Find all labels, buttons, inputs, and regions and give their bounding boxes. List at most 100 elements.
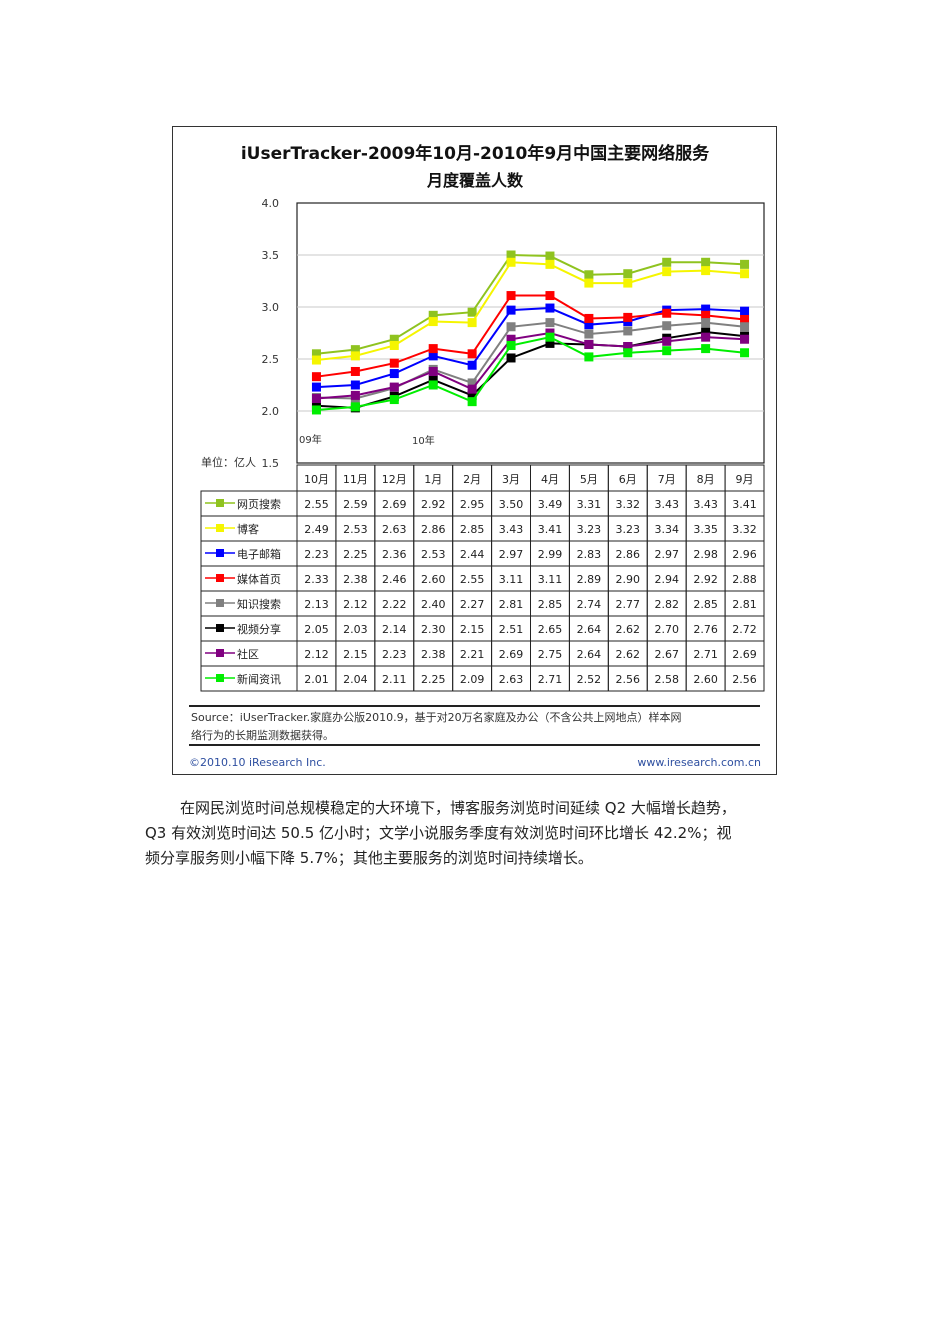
data-point [389,340,399,350]
data-label: 3.23 [616,523,641,536]
legend-marker [216,599,224,607]
data-point [584,313,594,323]
data-point [428,317,438,327]
data-point [740,322,750,332]
website-link[interactable]: www.iresearch.com.cn [637,756,761,769]
data-label: 2.81 [499,598,523,611]
data-label: 2.44 [460,548,485,561]
category-label: 3月 [502,473,520,486]
y-tick-label: 3.0 [262,301,280,314]
data-label: 2.53 [343,523,368,536]
data-label: 2.86 [616,548,641,561]
data-point [623,269,633,279]
data-label: 2.23 [304,548,329,561]
legend-marker [216,524,224,532]
data-point [545,291,555,301]
data-label: 2.69 [732,648,757,661]
data-label: 2.96 [732,548,757,561]
data-label: 2.88 [732,573,757,586]
data-label: 3.50 [499,498,523,511]
data-point [701,344,711,354]
data-point [428,310,438,320]
source-line-2: 络行为的长期监测数据获得。 [191,728,334,742]
data-label: 2.97 [499,548,523,561]
data-point [467,360,477,370]
data-point [584,339,594,349]
data-point [701,266,711,276]
data-point [467,307,477,317]
data-label: 2.05 [304,623,329,636]
category-label: 5月 [580,473,598,486]
category-label: 4月 [541,473,559,486]
data-point [506,305,516,315]
data-label: 2.86 [421,523,446,536]
data-point [467,349,477,359]
category-label: 6月 [619,473,637,486]
category-label: 10月 [304,473,329,486]
data-label: 2.55 [304,498,329,511]
data-point [545,259,555,269]
data-label: 2.75 [538,648,563,661]
legend-label: 电子邮箱 [237,547,281,561]
chart-title: iUserTracker-2009年10月-2010年9月中国主要网络服务 [241,143,710,164]
data-label: 2.62 [616,623,641,636]
data-label: 2.85 [693,598,718,611]
y-tick-label: 2.0 [262,405,280,418]
data-label: 2.60 [693,673,718,686]
legend-label: 媒体首页 [237,572,281,586]
data-point [740,269,750,279]
data-label: 2.94 [654,573,679,586]
data-label: 2.74 [577,598,602,611]
body-paragraph-line-1: 在网民浏览时间总规模稳定的大环境下，博客服务浏览时间延续 Q2 大幅增长趋势， [180,799,736,817]
data-point [311,355,321,365]
y-tick-label: 2.5 [262,353,280,366]
data-point [584,320,594,330]
data-label: 2.69 [382,498,407,511]
data-label: 3.43 [654,498,679,511]
data-point [428,380,438,390]
data-point [662,308,672,318]
data-point [662,336,672,346]
data-label: 2.60 [421,573,446,586]
data-label: 2.92 [421,498,446,511]
y-tick-label: 4.0 [262,197,280,210]
data-label: 2.04 [343,673,368,686]
data-label: 2.98 [693,548,718,561]
data-point [467,397,477,407]
data-label: 2.95 [460,498,485,511]
data-label: 2.49 [304,523,329,536]
y-tick-label: 3.5 [262,249,280,262]
data-label: 2.55 [460,573,485,586]
data-point [740,334,750,344]
series-line [316,307,745,389]
data-label: 3.32 [732,523,757,536]
data-label: 2.25 [421,673,446,686]
data-point [623,278,633,288]
data-point [506,340,516,350]
data-point [467,390,477,400]
data-point [545,318,555,328]
data-point [662,257,672,267]
data-label: 2.53 [421,548,446,561]
data-point [506,353,516,363]
data-point [584,352,594,362]
data-label: 2.25 [343,548,368,561]
data-point [350,402,360,412]
category-label: 2月 [463,473,481,486]
data-point [506,291,516,301]
legend-label: 视频分享 [237,622,281,636]
data-label: 2.85 [460,523,485,536]
data-label: 2.15 [343,648,368,661]
data-label: 2.40 [421,598,446,611]
body-paragraph-line-3: 频分享服务则小幅下降 5.7%；其他主要服务的浏览时间持续增长。 [145,849,593,867]
data-label: 2.38 [421,648,446,661]
data-point [311,394,321,404]
legend-label: 社区 [237,647,259,661]
category-label: 8月 [697,473,715,486]
data-label: 2.38 [343,573,368,586]
data-point [740,348,750,358]
data-point [350,366,360,376]
data-label: 2.46 [382,573,407,586]
data-label: 2.56 [732,673,757,686]
year-label: 09年 [299,433,322,446]
